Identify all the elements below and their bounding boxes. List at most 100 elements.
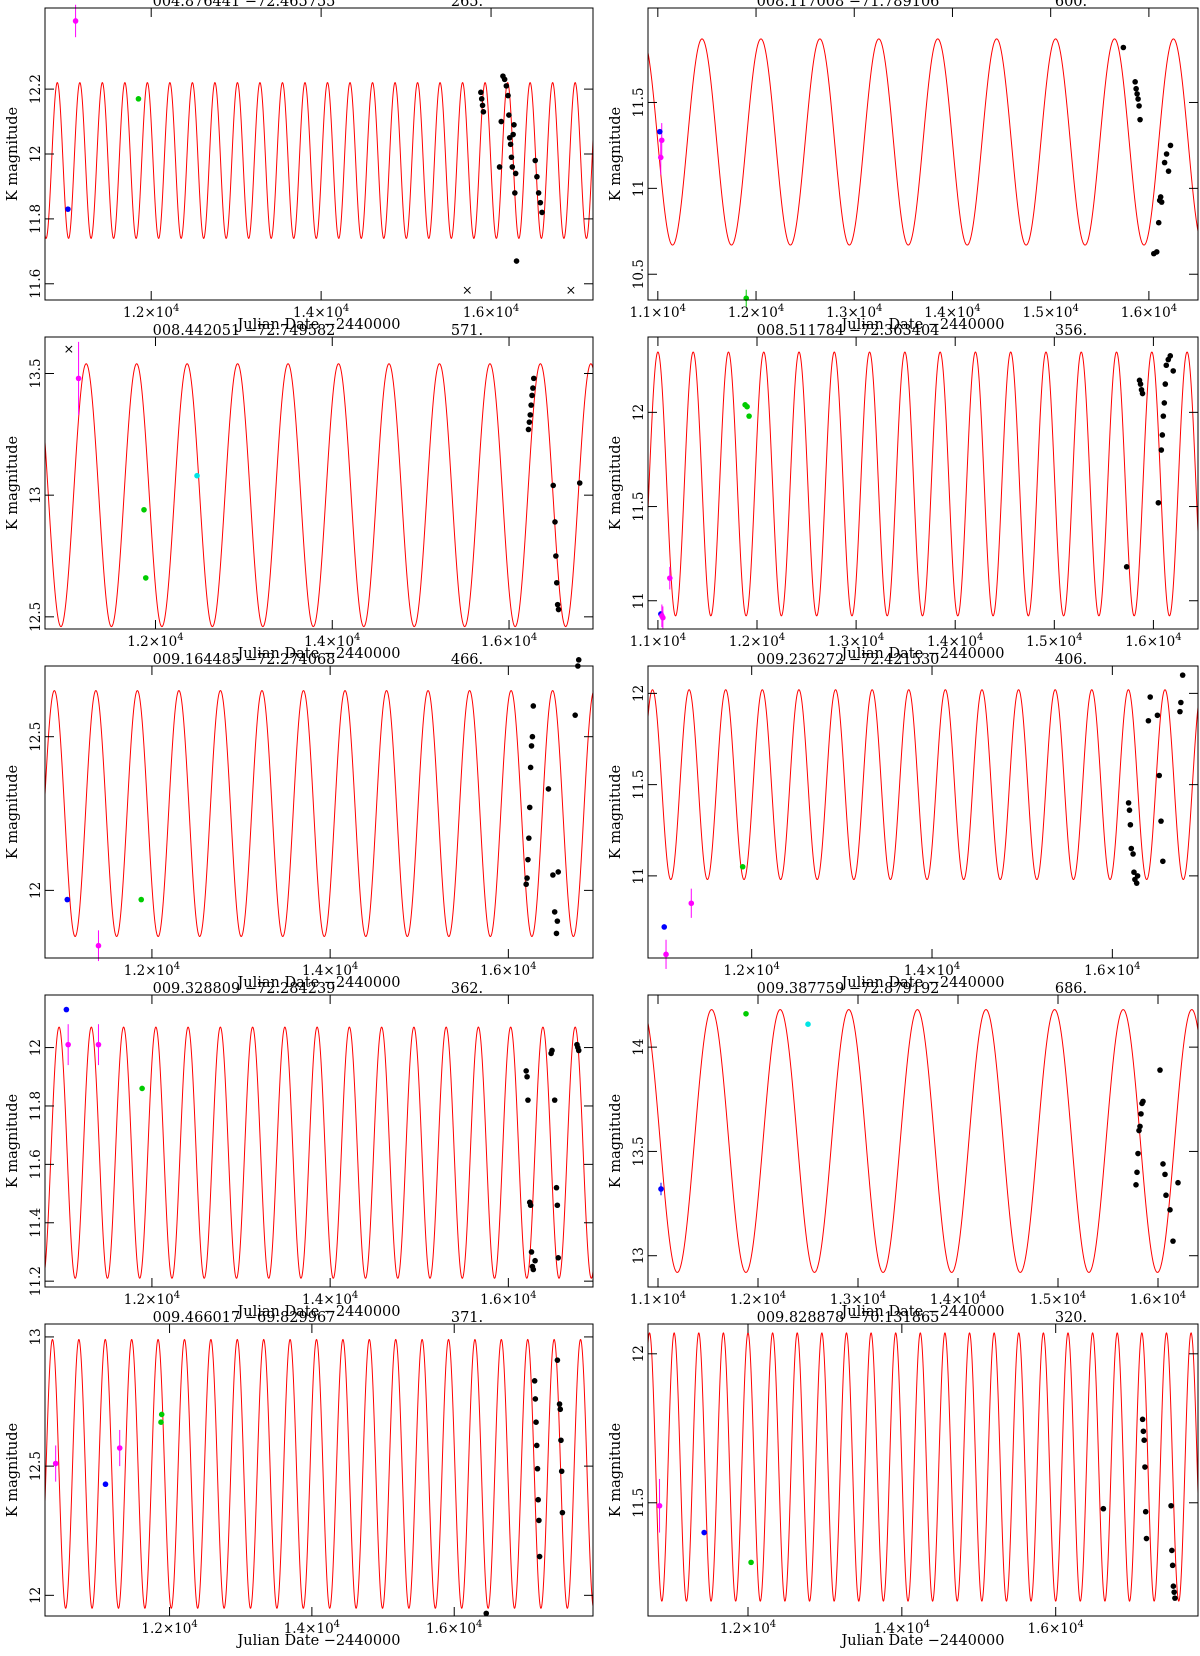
magenta-data-point — [663, 951, 669, 958]
black-data-point — [1154, 712, 1161, 719]
y-axis-label: K magnitude — [608, 1423, 624, 1517]
black-data-point — [539, 209, 545, 216]
black-data-point — [553, 579, 560, 586]
y-axis-label: K magnitude — [608, 107, 624, 201]
black-data-point — [530, 385, 536, 391]
black-data-point — [1177, 708, 1183, 715]
black-data-point — [526, 419, 533, 425]
black-data-point — [1158, 199, 1165, 205]
chart-panel-6: 1.2×104 1.4×104 1.6×104 11 11.5 12 009.236272 … — [608, 652, 1199, 991]
black-data-point — [1170, 1583, 1177, 1590]
y-tick-label: 13 — [28, 1328, 44, 1345]
panel-coordinates: 008.117008 −71.789106 — [757, 0, 940, 10]
y-tick-label: 12 — [631, 685, 647, 702]
black-data-point — [526, 804, 533, 811]
black-data-point — [1132, 79, 1138, 85]
black-data-point — [528, 402, 534, 408]
panel-period: 362. — [451, 981, 483, 997]
black-data-point — [1162, 381, 1169, 387]
black-data-point — [1134, 91, 1140, 97]
y-tick-label: 13.5 — [28, 358, 44, 388]
chart-panel-1: 1.2×104 1.4×104 1.6×104 11.6 11.8 12 12.2 004.8… — [5, 0, 594, 333]
black-data-point — [575, 1047, 582, 1054]
black-data-point — [1159, 432, 1166, 438]
magenta-data-point — [667, 575, 673, 581]
black-data-point — [1165, 168, 1172, 174]
black-data-point — [496, 164, 503, 170]
x-tick-label: 1.6×104 — [1028, 1619, 1084, 1637]
black-data-point — [545, 786, 552, 792]
cross-marker — [567, 286, 575, 294]
y-axis-label: K magnitude — [5, 765, 21, 859]
black-data-point — [1133, 880, 1140, 886]
black-data-point — [554, 601, 561, 608]
chart-panel-3: 1.2×104 1.4×104 1.6×104 12.5 13 13.5 008.44205… — [5, 323, 594, 662]
x-axis-label: Julian Date −2440000 — [839, 317, 1004, 333]
x-tick-label: 1.2×104 — [123, 303, 179, 321]
black-data-point — [1135, 1150, 1141, 1157]
black-data-point — [510, 131, 516, 138]
black-data-point — [558, 1437, 564, 1444]
x-tick-label: 1.5×104 — [1023, 303, 1079, 321]
black-data-point — [549, 1047, 555, 1054]
black-data-point — [511, 122, 517, 128]
x-tick-label: 1.2×104 — [124, 961, 180, 979]
x-tick-label: 1.1×104 — [630, 303, 686, 321]
black-data-point — [501, 76, 508, 83]
blue-data-point — [65, 206, 71, 212]
black-data-point — [523, 881, 529, 888]
x-tick-label: 1.4×104 — [293, 303, 349, 321]
y-tick-label: 11 — [631, 592, 647, 609]
y-tick-label: 12 — [28, 882, 44, 899]
black-data-point — [551, 909, 558, 915]
black-data-point — [1157, 194, 1164, 200]
x-tick-label: 1.6×104 — [1125, 632, 1181, 650]
y-tick-label: 11.5 — [631, 1488, 647, 1518]
chart-panel-7: 1.2×104 1.4×104 1.6×104 11.2 11.4 11.6 11.8 12 0… — [5, 981, 594, 1320]
chart-panel-9: 1.2×104 1.4×104 1.6×104 12 12.5 13 009.466017 … — [5, 1310, 594, 1649]
plot-frame — [647, 7, 1199, 301]
x-tick-label: 1.4×104 — [930, 1290, 986, 1308]
black-data-point — [531, 1378, 538, 1384]
black-data-point — [1167, 353, 1174, 359]
y-tick-label: 11.5 — [631, 770, 647, 800]
blue-data-point — [102, 1481, 109, 1488]
y-tick-label: 11.8 — [28, 1091, 44, 1121]
x-tick-label: 1.3×104 — [828, 632, 884, 650]
plot-frame — [647, 1323, 1199, 1617]
y-axis-label: K magnitude — [5, 1094, 21, 1188]
black-data-point — [1170, 368, 1177, 374]
black-data-point — [576, 480, 583, 486]
y-tick-label: 11.2 — [28, 1266, 44, 1296]
black-data-point — [525, 426, 532, 433]
x-tick-label: 1.6×104 — [1121, 303, 1177, 321]
green-data-point — [138, 896, 145, 903]
black-data-point — [1169, 1562, 1176, 1569]
black-data-point — [483, 1610, 490, 1617]
model-curve — [45, 82, 593, 239]
magenta-data-point — [95, 942, 102, 949]
y-tick-label: 11.5 — [631, 87, 647, 117]
x-tick-label: 1.3×104 — [830, 1290, 886, 1308]
green-data-point — [139, 1085, 145, 1092]
model-curve — [648, 1332, 1198, 1602]
black-data-point — [1100, 1505, 1107, 1512]
black-data-point — [1156, 772, 1163, 779]
black-data-point — [559, 1509, 566, 1516]
black-data-point — [525, 856, 531, 863]
black-data-point — [1143, 1535, 1150, 1542]
panel-coordinates: 009.328809 −72.284239 — [153, 981, 336, 997]
x-tick-label: 1.1×104 — [630, 1290, 686, 1308]
y-axis-label: K magnitude — [5, 107, 21, 201]
black-data-point — [1125, 800, 1132, 806]
black-data-point — [1160, 413, 1167, 419]
panel-coordinates: 008.442051 −72.749582 — [153, 323, 336, 339]
model-curve — [648, 351, 1198, 617]
black-data-point — [1139, 1416, 1146, 1423]
y-tick-label: 11.4 — [28, 1208, 44, 1238]
x-axis-label: Julian Date −2440000 — [235, 1633, 400, 1649]
x-tick-label: 1.2×104 — [720, 1619, 776, 1637]
black-data-point — [1140, 1098, 1146, 1105]
black-data-point — [554, 1357, 561, 1363]
black-data-point — [557, 1406, 564, 1413]
